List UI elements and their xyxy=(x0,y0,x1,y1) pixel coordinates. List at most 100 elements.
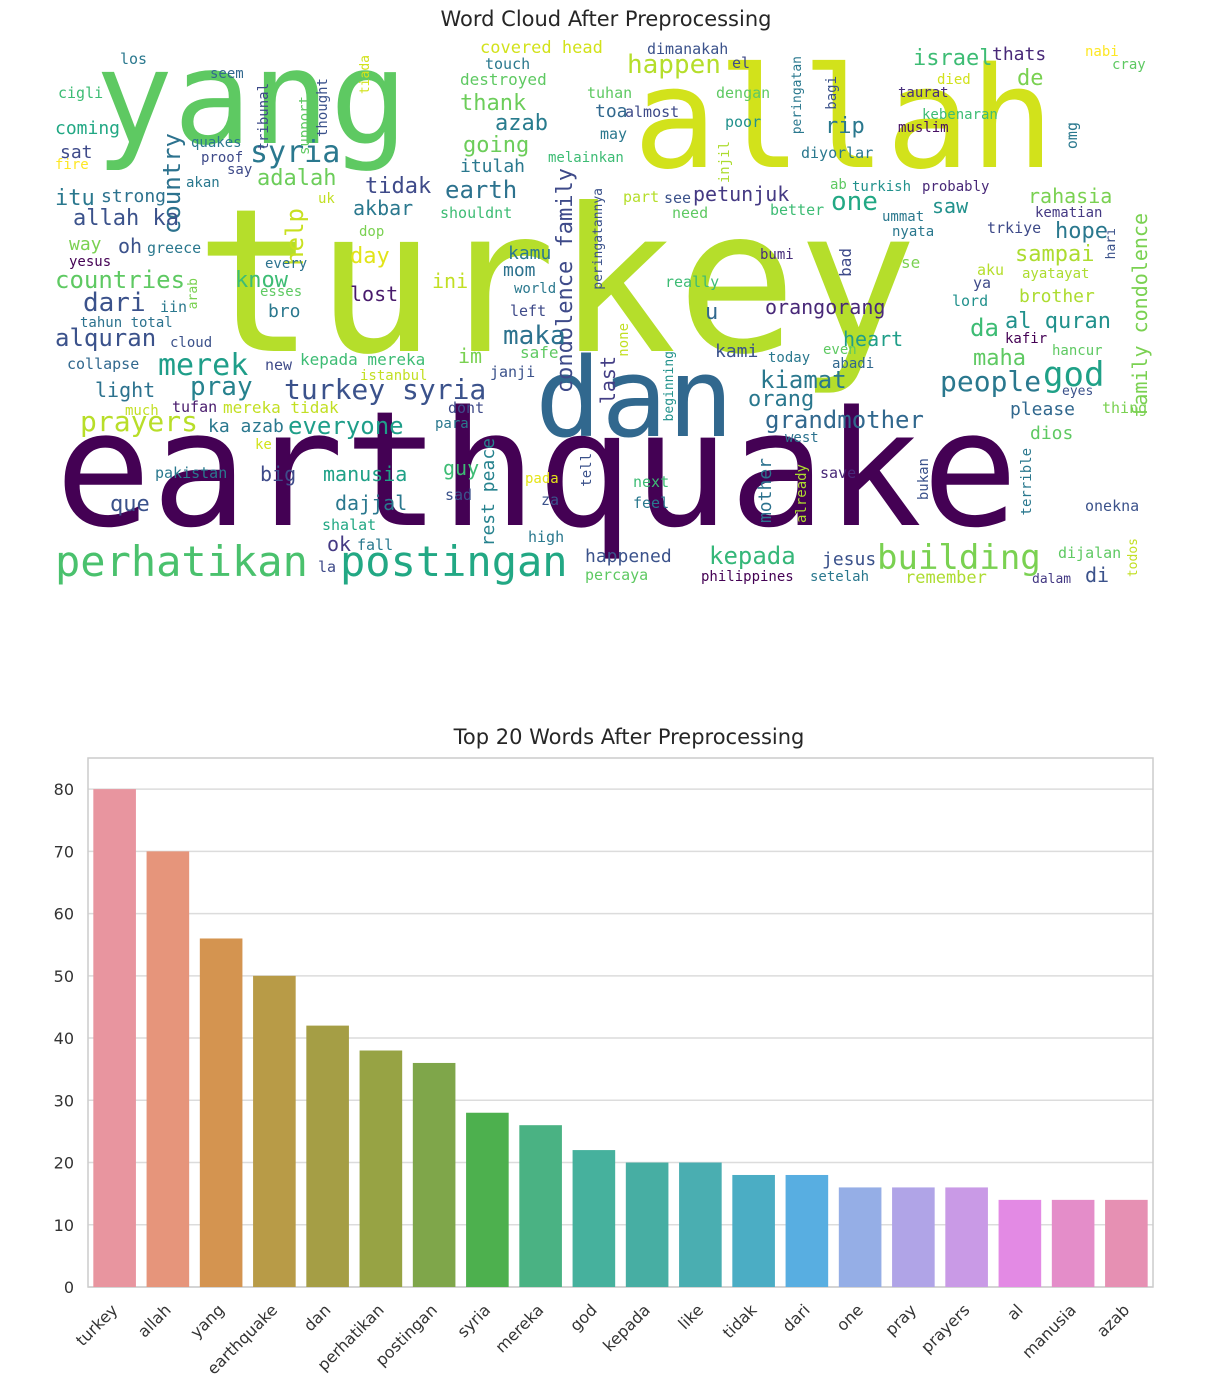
wordcloud-word: hari xyxy=(1104,228,1119,260)
wordcloud-word: guy xyxy=(443,456,480,480)
wordcloud-word: el xyxy=(732,54,751,72)
wordcloud-word: ya xyxy=(973,274,992,292)
wordcloud-word: fire xyxy=(55,157,89,173)
wordcloud-word: trkiye xyxy=(987,219,1042,237)
wordcloud-word: itulah xyxy=(460,156,526,177)
bar-al xyxy=(998,1199,1042,1287)
wordcloud-word: countries xyxy=(55,266,186,294)
wordcloud-word: beginning xyxy=(662,351,677,422)
wordcloud-word: jesus xyxy=(822,549,877,570)
wordcloud-word: onekna xyxy=(1085,497,1140,515)
y-tick-label: 50 xyxy=(54,967,74,986)
wordcloud-word: light xyxy=(95,378,156,402)
wordcloud-word: destroyed xyxy=(460,70,547,89)
wordcloud-word: turkey syria xyxy=(284,373,487,406)
wordcloud-word: diyorlar xyxy=(801,144,874,162)
plot-frame xyxy=(87,757,1154,1288)
wordcloud-word: died xyxy=(937,72,971,88)
wordcloud-word: oh xyxy=(118,234,143,258)
wordcloud-word: la xyxy=(318,558,337,576)
wordcloud-word: bumi xyxy=(760,247,794,263)
bar-one xyxy=(838,1187,882,1287)
wordcloud-word: save xyxy=(820,464,857,482)
bar-allah xyxy=(146,851,190,1287)
wordcloud-word: greece xyxy=(147,239,202,257)
wordcloud-word: al quran xyxy=(1005,309,1111,334)
wordcloud-word: day xyxy=(350,244,390,269)
wordcloud-word: tiada xyxy=(358,55,373,95)
x-tick-label: pray xyxy=(881,1300,920,1339)
y-tick-label: 80 xyxy=(54,780,74,799)
wordcloud-word: thats xyxy=(992,44,1047,65)
wordcloud-word: big xyxy=(260,462,297,486)
wordcloud-word: sampai xyxy=(1015,242,1095,267)
x-tick-label: god xyxy=(566,1300,601,1335)
wordcloud-word: uk xyxy=(318,191,335,207)
wordcloud-word: lost xyxy=(350,282,399,306)
wordcloud-word: covered head xyxy=(480,38,603,58)
x-tick-label: dan xyxy=(300,1300,335,1335)
wordcloud-word: quakes xyxy=(191,135,242,151)
wordcloud-word: really xyxy=(665,273,720,291)
wordcloud-word: every xyxy=(265,256,308,272)
wordcloud-word: dalam xyxy=(1032,572,1072,587)
wordcloud-word: turkey xyxy=(195,166,918,399)
bar-tidak xyxy=(732,1174,775,1287)
wordcloud-word: none xyxy=(616,323,632,357)
wordcloud-word: dijalan xyxy=(1058,544,1122,562)
wordcloud-word: know xyxy=(235,268,288,293)
wordcloud-word: alquran xyxy=(55,324,157,352)
wordcloud-word: ka azab xyxy=(208,416,284,437)
wordcloud-word: ab xyxy=(830,177,847,193)
wordcloud-title: Word Cloud After Preprocessing xyxy=(440,7,772,31)
y-tick-label: 70 xyxy=(54,842,74,861)
y-tick-label: 20 xyxy=(54,1154,74,1173)
bar-yang xyxy=(199,938,243,1287)
x-tick-label: like xyxy=(674,1300,707,1333)
wordcloud-word: grandmother xyxy=(765,406,924,434)
wordcloud-word: rahasia xyxy=(1028,184,1113,208)
wordcloud-word: percaya xyxy=(585,566,649,584)
wordcloud-word: hope xyxy=(1055,219,1108,244)
x-tick-label: yang xyxy=(187,1300,228,1341)
wordcloud-word: world xyxy=(514,281,557,297)
wordcloud-word: dan xyxy=(535,334,734,462)
wordcloud-word: aku xyxy=(977,261,1005,279)
wordcloud-word: tribunal xyxy=(256,83,272,151)
wordcloud-word: feel xyxy=(633,494,670,512)
wordcloud-word: iin xyxy=(160,298,188,316)
y-tick-label: 10 xyxy=(54,1216,74,1235)
wordcloud-word: petunjuk xyxy=(693,182,790,206)
x-tick-label: azab xyxy=(1093,1300,1133,1340)
wordcloud-word: istanbul xyxy=(360,368,428,384)
wordcloud-word: support xyxy=(297,96,313,156)
wordcloud-word: see xyxy=(664,189,692,207)
wordcloud-word: merek xyxy=(158,348,249,383)
bar-dan xyxy=(306,1025,349,1287)
bar-manusia xyxy=(1051,1199,1095,1287)
wordcloud-word: seem xyxy=(210,66,244,82)
wordcloud-word: even xyxy=(823,342,857,358)
bar-like xyxy=(679,1162,722,1287)
x-tick-label: prayers xyxy=(917,1300,973,1356)
wordcloud-word: collapse xyxy=(67,355,140,373)
wordcloud-word: better xyxy=(770,201,825,219)
wordcloud-word: lord xyxy=(952,292,989,310)
wordcloud-word: probably xyxy=(922,179,990,195)
wordcloud-word: rest peace xyxy=(478,438,499,547)
wordcloud-word: sad xyxy=(445,486,473,504)
wordcloud-word: para xyxy=(435,416,469,432)
wordcloud-word: remember xyxy=(905,568,987,588)
wordcloud-word: prayers xyxy=(80,405,199,438)
wordcloud-word: adalah xyxy=(257,166,337,191)
wordcloud-word: esses xyxy=(260,284,303,300)
wordcloud-word: bagi xyxy=(824,76,840,110)
wordcloud-word: already xyxy=(794,464,810,524)
wordcloud-word: melainkan xyxy=(548,150,624,166)
x-tick-label: kepada xyxy=(599,1300,654,1355)
wordcloud-word: israel xyxy=(913,46,993,71)
wordcloud-word: poor xyxy=(725,113,762,131)
x-tick-label: dari xyxy=(778,1300,813,1335)
wordcloud-word: hancur xyxy=(1052,343,1103,359)
wordcloud-word: kematian xyxy=(1035,205,1103,221)
